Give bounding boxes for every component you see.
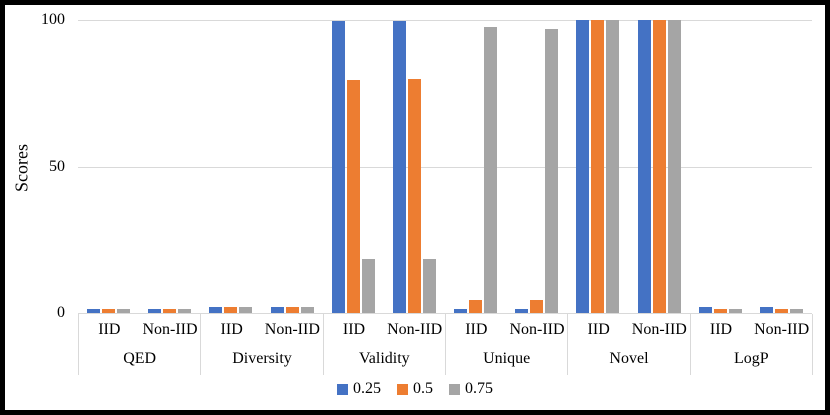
gridline-50	[78, 166, 812, 168]
slot-diversity-non-iid	[262, 20, 323, 313]
subcategory-label-iid: IID	[587, 320, 610, 338]
bar-0.75-novel-non-iid	[667, 20, 681, 313]
legend-item-0_25: 0.25	[337, 380, 381, 398]
subcategory-label-non-iid: Non-IID	[509, 320, 565, 338]
category-label-unique: Unique	[483, 350, 531, 367]
bar-0.75-diversity-iid	[239, 306, 253, 313]
bar-0.75-unique-non-iid	[545, 28, 559, 313]
subcategory-row: IID Non-IID	[446, 314, 567, 345]
bar-0.25-logp-non-iid	[759, 307, 773, 313]
slot-validity-iid	[323, 20, 384, 313]
legend-swatch-icon	[337, 383, 348, 395]
legend-label: 0.5	[413, 380, 433, 397]
slot-logp-iid	[690, 20, 751, 313]
bar-0.25-validity-iid	[331, 21, 345, 313]
slot-diversity-iid	[200, 20, 261, 313]
category-group-unique: IID Non-IID Unique	[446, 314, 569, 375]
subcategory-label-non-iid: Non-IID	[142, 320, 198, 338]
bar-0.5-unique-non-iid	[530, 299, 544, 313]
bar-0.25-diversity-non-iid	[270, 306, 284, 313]
bar-0.5-qed-non-iid	[163, 308, 177, 313]
category-label-diversity: Diversity	[232, 350, 292, 367]
legend-item-0_75: 0.75	[449, 380, 493, 398]
bar-0.5-logp-iid	[713, 308, 727, 313]
subcategory-row: IID Non-IID	[79, 314, 200, 345]
subcategory-row: IID Non-IID	[568, 314, 689, 345]
subcategory-label-non-iid: Non-IID	[264, 320, 320, 338]
bar-0.75-validity-iid	[361, 258, 375, 313]
subcategory-row: IID Non-IID	[691, 314, 812, 345]
y-tick-label: 100	[41, 11, 65, 28]
bar-0.5-unique-iid	[469, 299, 483, 313]
bar-0.75-novel-iid	[606, 20, 620, 313]
bar-0.5-validity-iid	[346, 80, 360, 313]
bar-0.25-novel-non-iid	[637, 20, 651, 313]
slot-unique-iid	[445, 20, 506, 313]
category-group-qed: IID Non-IID QED	[79, 314, 202, 375]
category-label-logp: LogP	[733, 350, 769, 367]
slot-qed-non-iid	[139, 20, 200, 313]
category-axis: IID Non-IID QED IID Non-IID Diversity IID Non-I…	[78, 314, 813, 375]
bar-0.5-diversity-iid	[224, 306, 238, 313]
bar-0.5-novel-non-iid	[652, 20, 666, 313]
legend-item-0_5: 0.5	[397, 380, 433, 398]
bar-0.5-logp-non-iid	[774, 308, 788, 313]
subcategory-row: IID Non-IID	[324, 314, 445, 345]
subcategory-label-iid: IID	[465, 320, 488, 338]
legend: 0.25 0.5 0.75	[5, 376, 825, 402]
plot-area	[78, 20, 812, 314]
bars-container	[78, 20, 812, 313]
bar-0.25-qed-iid	[87, 308, 101, 313]
category-label-novel: Novel	[609, 350, 649, 367]
bar-0.75-logp-iid	[728, 308, 742, 313]
bar-0.75-diversity-non-iid	[300, 306, 314, 313]
category-group-novel: IID Non-IID Novel	[568, 314, 691, 375]
subcategory-label-iid: IID	[98, 320, 121, 338]
category-label-validity: Validity	[358, 350, 410, 367]
legend-label: 0.25	[353, 380, 381, 397]
slot-novel-non-iid	[629, 20, 690, 313]
subcategory-label-iid: IID	[709, 320, 733, 338]
chart-canvas: Scores 100 50 0 IID Non-IID QED IID Non-IID Div…	[5, 5, 825, 410]
legend-swatch-icon	[449, 383, 460, 395]
category-group-diversity: IID Non-IID Diversity	[201, 314, 324, 375]
bar-0.5-qed-iid	[102, 308, 116, 313]
bar-0.5-validity-non-iid	[407, 78, 421, 313]
bar-0.25-logp-iid	[698, 307, 712, 313]
bar-0.25-unique-non-iid	[515, 308, 529, 313]
slot-logp-non-iid	[751, 20, 812, 313]
bar-0.75-validity-non-iid	[422, 258, 436, 313]
bar-0.25-unique-iid	[454, 308, 468, 313]
gridline-100	[78, 20, 812, 21]
y-tick-label: 0	[57, 304, 65, 321]
slot-unique-non-iid	[506, 20, 567, 313]
bar-0.25-validity-non-iid	[392, 21, 406, 313]
bar-0.75-logp-non-iid	[789, 308, 803, 313]
subcategory-label-non-iid: Non-IID	[754, 320, 810, 338]
subcategory-row: IID Non-IID	[201, 314, 322, 345]
slot-validity-non-iid	[384, 20, 445, 313]
bar-0.75-qed-iid	[117, 308, 131, 313]
legend-label: 0.75	[465, 380, 493, 397]
category-group-logp: IID Non-IID LogP	[691, 314, 813, 375]
bar-0.25-novel-iid	[576, 20, 590, 313]
bar-0.75-unique-iid	[484, 27, 498, 313]
bar-0.75-qed-non-iid	[178, 308, 192, 313]
slot-novel-iid	[567, 20, 628, 313]
category-label-qed: QED	[123, 350, 157, 367]
subcategory-label-iid: IID	[342, 320, 366, 338]
category-group-validity: IID Non-IID Validity	[324, 314, 446, 375]
bar-0.25-diversity-iid	[209, 306, 223, 313]
subcategory-label-iid: IID	[220, 320, 243, 338]
subcategory-label-non-iid: Non-IID	[631, 320, 687, 338]
bar-0.5-diversity-non-iid	[285, 306, 299, 313]
bar-0.25-qed-non-iid	[148, 308, 162, 313]
legend-swatch-icon	[397, 383, 408, 395]
slot-qed-iid	[78, 20, 139, 313]
bar-0.5-novel-iid	[591, 20, 605, 313]
y-tick-label: 50	[49, 157, 65, 175]
subcategory-label-non-iid: Non-IID	[387, 320, 443, 338]
